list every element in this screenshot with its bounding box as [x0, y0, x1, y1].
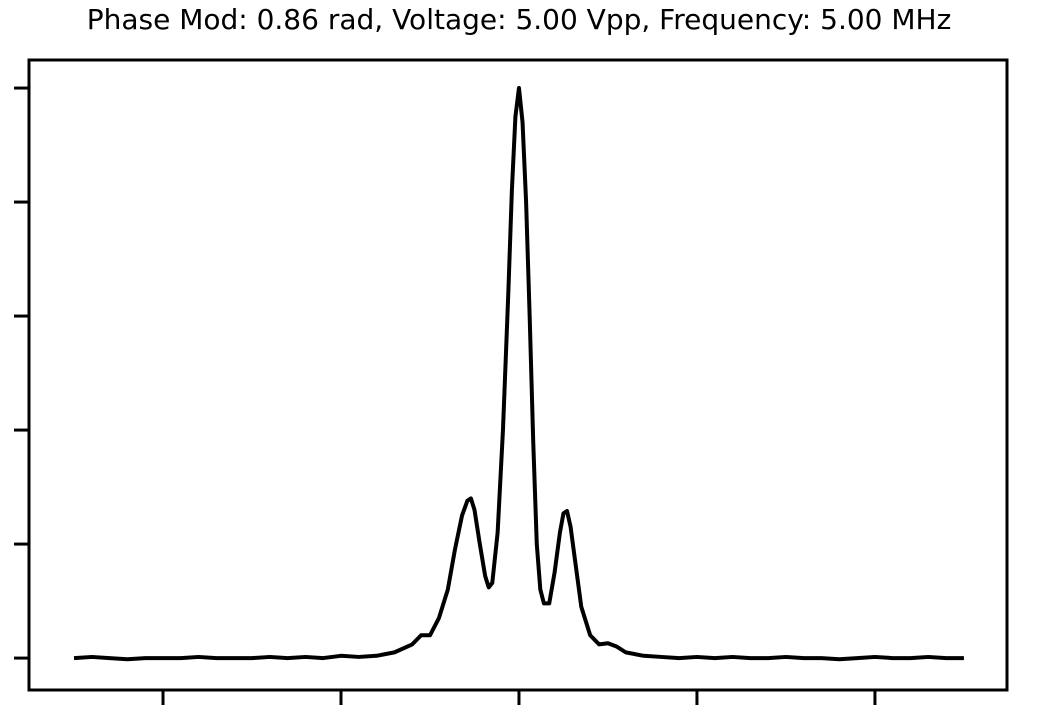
data-line [73, 86, 964, 662]
chart-title: Phase Mod: 0.86 rad, Voltage: 5.00 Vpp, … [87, 3, 952, 36]
plot-frame [27, 58, 1009, 692]
